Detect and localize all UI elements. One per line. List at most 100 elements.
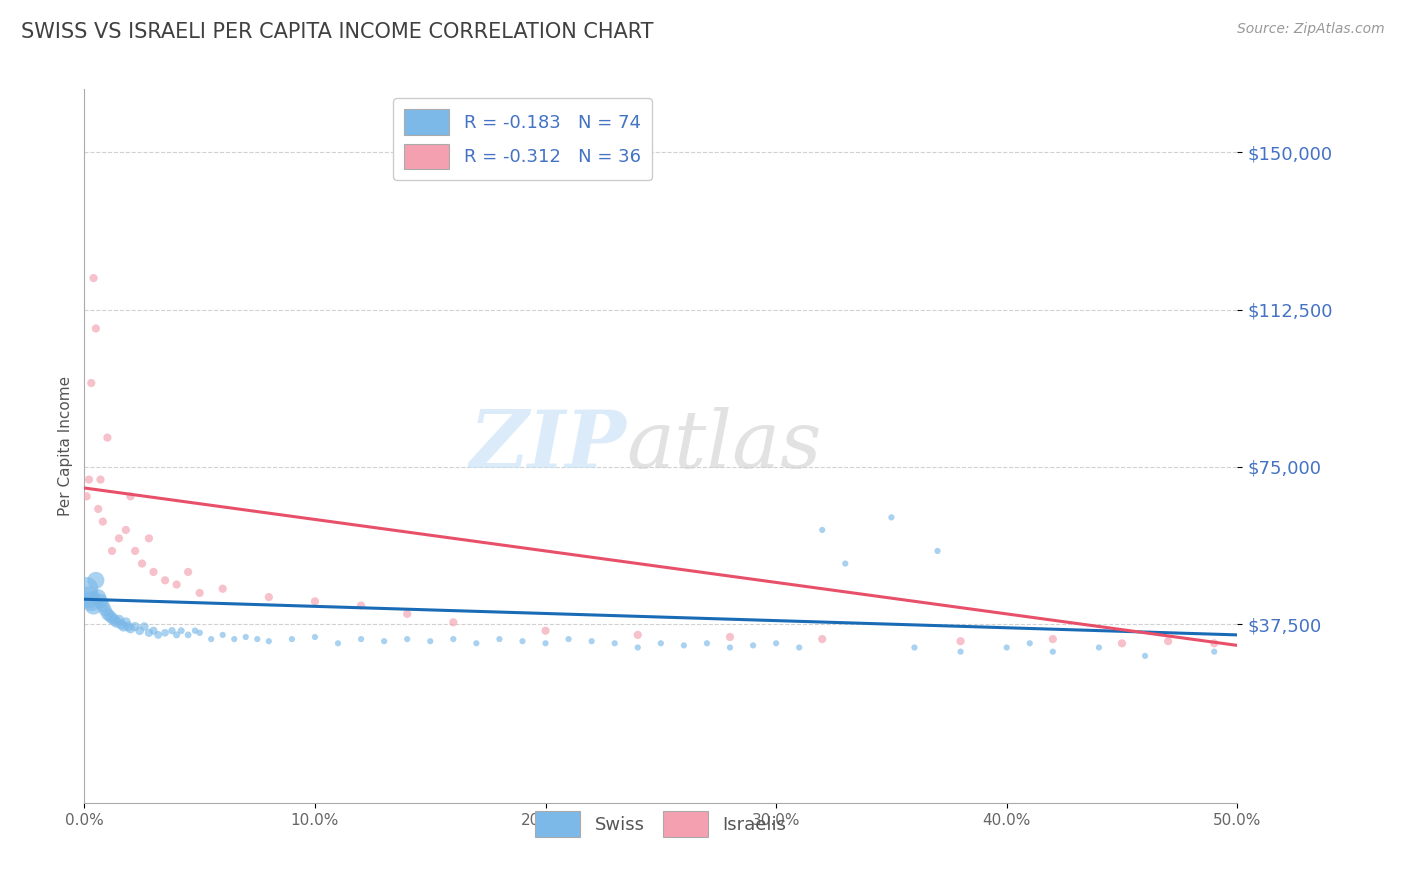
Point	[166, 577, 188, 591]
Point	[787, 640, 810, 655]
Point	[257, 634, 280, 648]
Point	[949, 645, 972, 659]
Point	[200, 632, 222, 646]
Point	[153, 625, 176, 640]
Point	[87, 502, 110, 516]
Point	[834, 557, 856, 571]
Point	[718, 630, 741, 644]
Point	[235, 630, 257, 644]
Point	[134, 619, 156, 633]
Point	[534, 624, 557, 638]
Point	[1042, 645, 1064, 659]
Point	[153, 574, 176, 588]
Point	[108, 613, 131, 627]
Text: ZIP: ZIP	[470, 408, 626, 484]
Point	[534, 636, 557, 650]
Point	[108, 532, 131, 546]
Point	[188, 625, 211, 640]
Point	[880, 510, 903, 524]
Point	[281, 632, 304, 646]
Point	[89, 473, 111, 487]
Point	[91, 515, 114, 529]
Point	[184, 624, 207, 638]
Point	[488, 632, 510, 646]
Point	[1111, 636, 1133, 650]
Text: SWISS VS ISRAELI PER CAPITA INCOME CORRELATION CHART: SWISS VS ISRAELI PER CAPITA INCOME CORRE…	[21, 22, 654, 42]
Point	[91, 599, 114, 613]
Point	[696, 636, 718, 650]
Point	[1204, 636, 1226, 650]
Point	[627, 628, 650, 642]
Point	[77, 590, 100, 604]
Point	[326, 636, 349, 650]
Point	[949, 634, 972, 648]
Point	[77, 473, 100, 487]
Point	[101, 611, 124, 625]
Point	[138, 625, 160, 640]
Point	[811, 523, 834, 537]
Point	[96, 431, 118, 445]
Point	[142, 624, 165, 638]
Text: atlas: atlas	[626, 408, 821, 484]
Point	[557, 632, 579, 646]
Point	[373, 634, 395, 648]
Point	[115, 615, 138, 630]
Point	[84, 574, 107, 588]
Point	[246, 632, 269, 646]
Point	[304, 594, 326, 608]
Point	[131, 557, 153, 571]
Point	[742, 639, 765, 653]
Point	[603, 636, 626, 650]
Point	[80, 376, 103, 390]
Point	[304, 630, 326, 644]
Point	[80, 594, 103, 608]
Point	[112, 619, 135, 633]
Point	[396, 632, 419, 646]
Point	[128, 624, 150, 638]
Point	[89, 594, 111, 608]
Point	[441, 632, 464, 646]
Point	[1088, 640, 1111, 655]
Point	[672, 639, 695, 653]
Point	[350, 599, 373, 613]
Point	[1204, 645, 1226, 659]
Point	[396, 607, 419, 621]
Point	[115, 523, 138, 537]
Point	[170, 624, 193, 638]
Point	[927, 544, 949, 558]
Point	[811, 632, 834, 646]
Point	[120, 622, 142, 636]
Point	[765, 636, 787, 650]
Point	[120, 489, 142, 503]
Point	[110, 617, 132, 632]
Point	[512, 634, 534, 648]
Point	[117, 619, 139, 633]
Point	[101, 544, 124, 558]
Point	[995, 640, 1018, 655]
Point	[124, 619, 146, 633]
Point	[84, 321, 107, 335]
Point	[211, 628, 233, 642]
Point	[465, 636, 488, 650]
Point	[83, 271, 105, 285]
Point	[146, 628, 169, 642]
Point	[581, 634, 603, 648]
Point	[177, 628, 200, 642]
Point	[160, 624, 183, 638]
Point	[76, 489, 98, 503]
Point	[224, 632, 246, 646]
Point	[718, 640, 741, 655]
Point	[138, 532, 160, 546]
Text: Source: ZipAtlas.com: Source: ZipAtlas.com	[1237, 22, 1385, 37]
Point	[1133, 648, 1156, 663]
Legend: Swiss, Israelis: Swiss, Israelis	[529, 804, 793, 844]
Point	[211, 582, 233, 596]
Y-axis label: Per Capita Income: Per Capita Income	[58, 376, 73, 516]
Point	[87, 590, 110, 604]
Point	[83, 599, 105, 613]
Point	[124, 544, 146, 558]
Point	[650, 636, 672, 650]
Point	[350, 632, 373, 646]
Point	[76, 582, 98, 596]
Point	[903, 640, 925, 655]
